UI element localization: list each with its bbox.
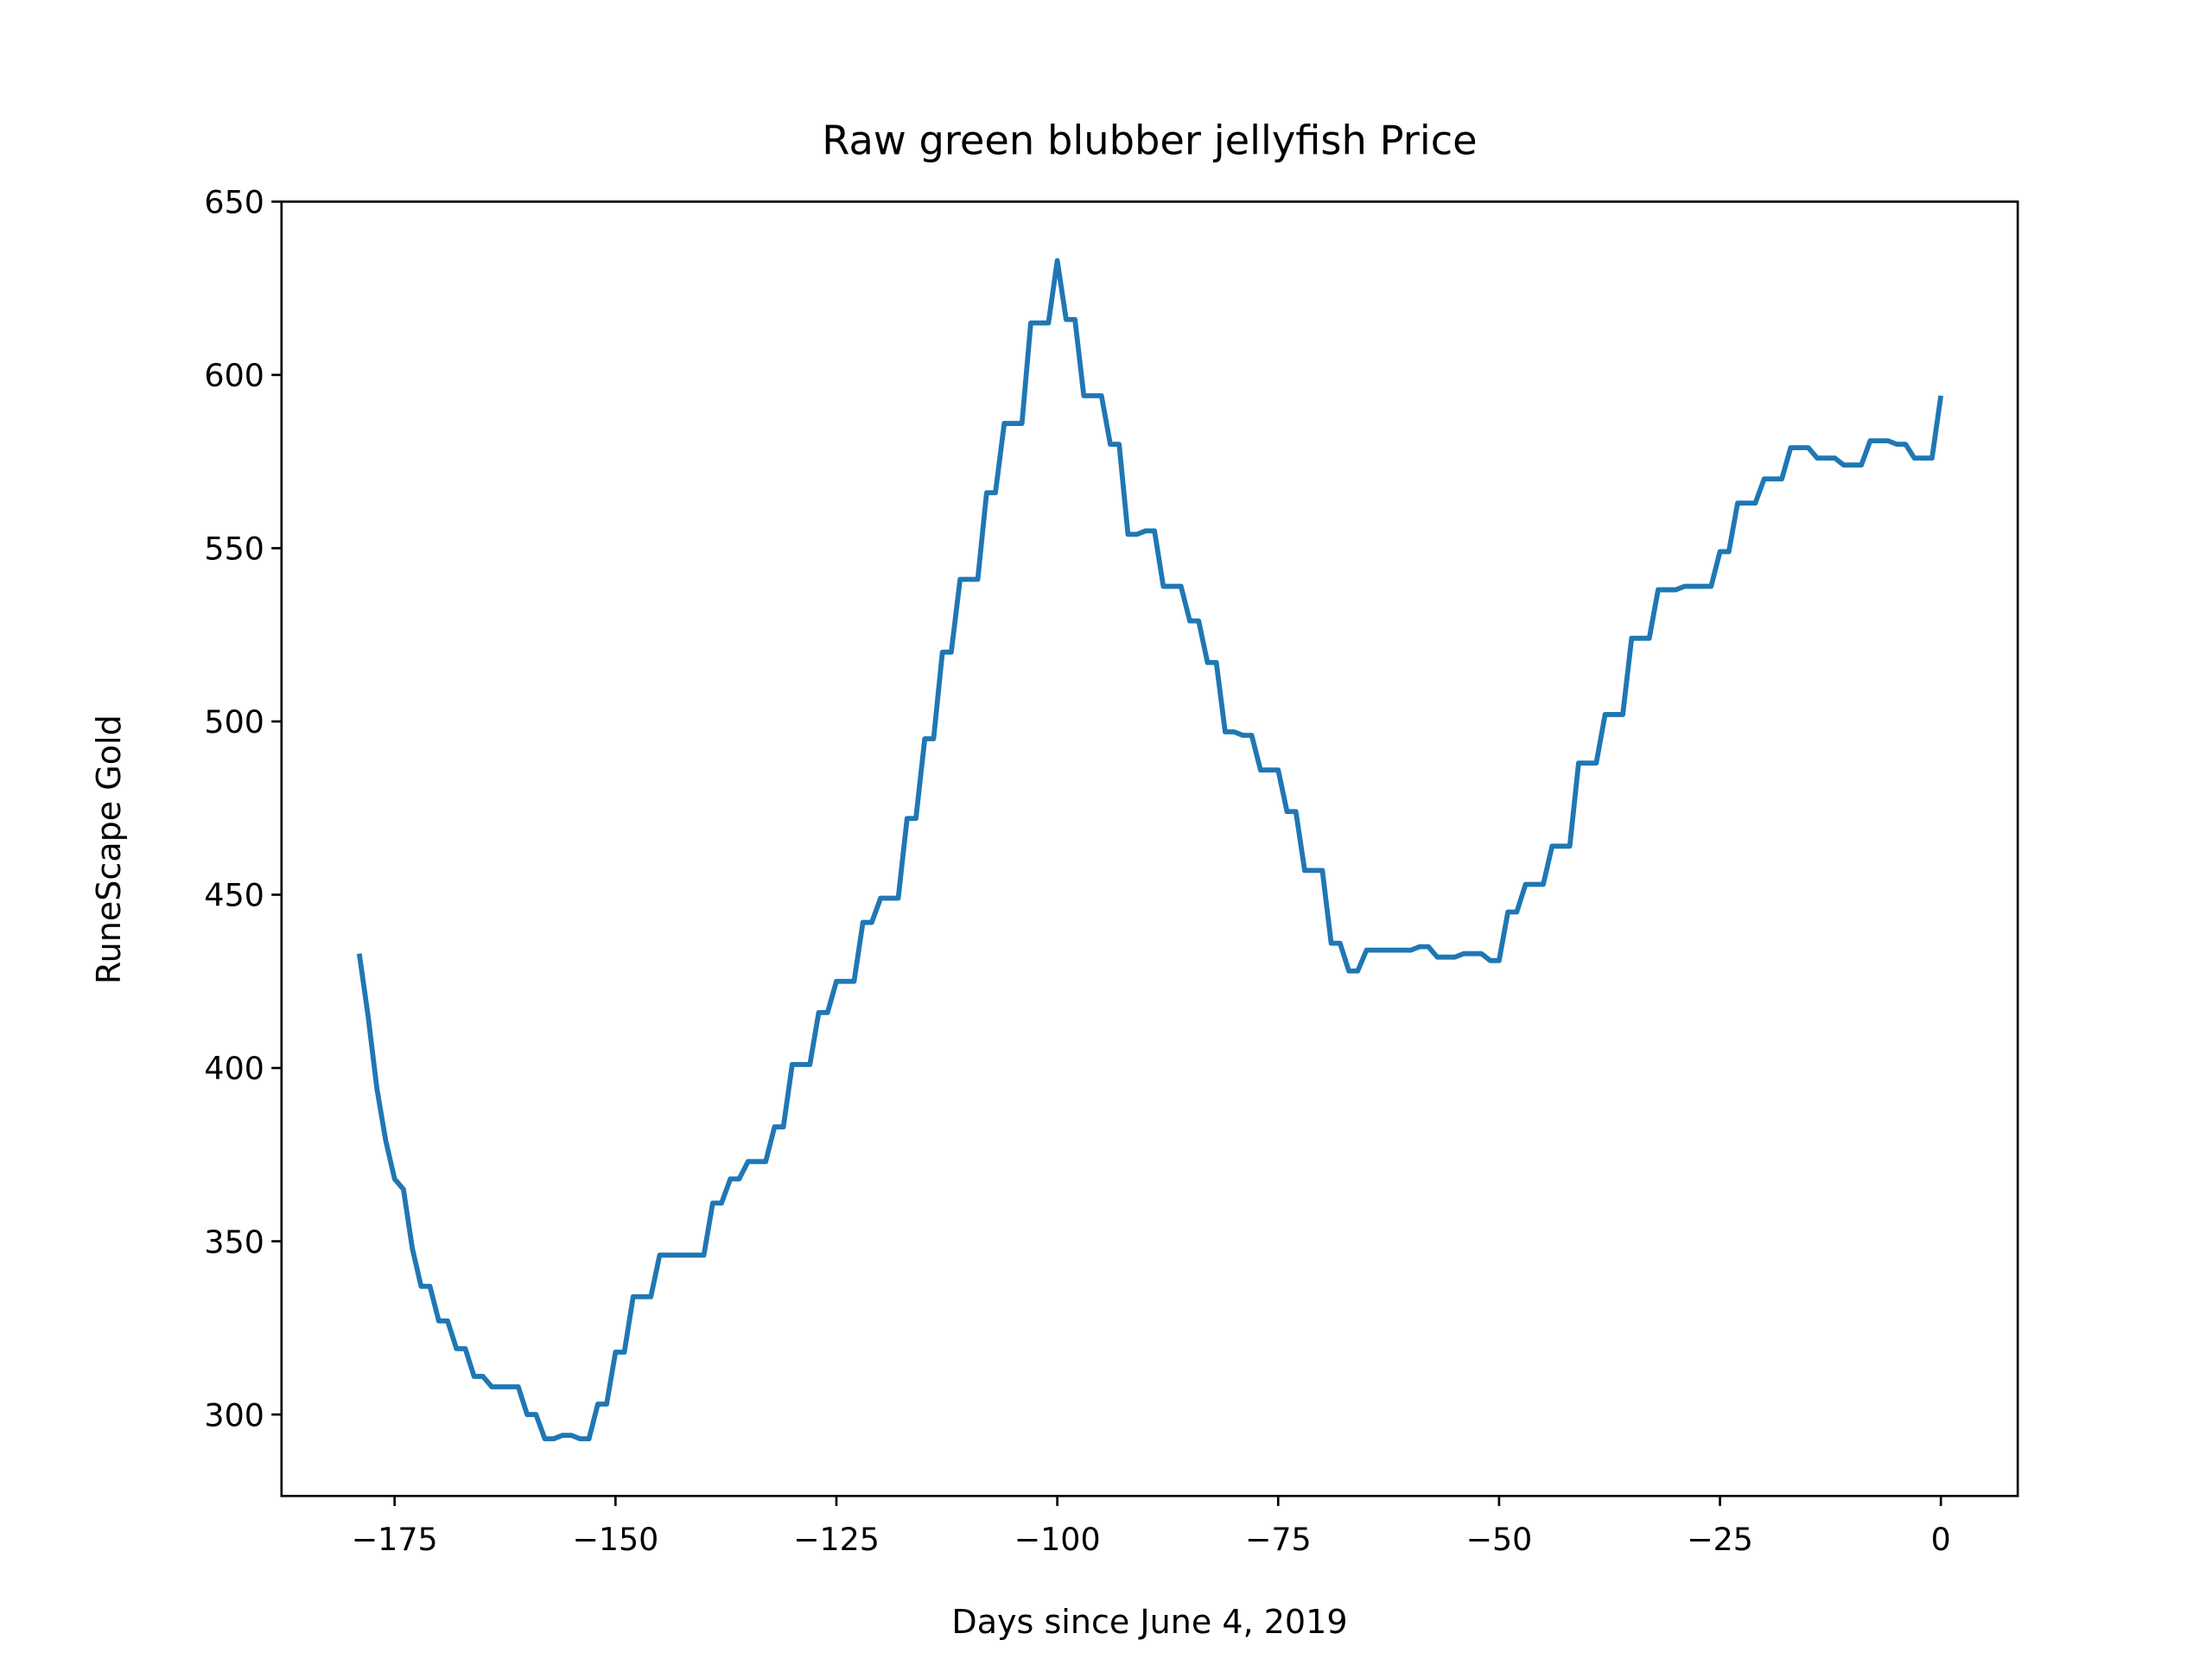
x-tick-label: −25 [1687, 1521, 1753, 1558]
y-tick-label: 300 [204, 1396, 264, 1433]
x-tick-label: 0 [1931, 1521, 1951, 1558]
x-tick-label: −75 [1245, 1521, 1312, 1558]
x-tick-label: −100 [1014, 1521, 1101, 1558]
y-tick-label: 600 [204, 357, 264, 394]
x-axis-label: Days since June 4, 2019 [951, 1603, 1347, 1641]
x-tick-label: −50 [1465, 1521, 1532, 1558]
x-tick-label: −175 [352, 1521, 438, 1558]
plot-frame [280, 200, 2019, 1497]
y-axis-label: RuneScape Gold [90, 715, 128, 984]
y-tick-label: 550 [204, 531, 264, 568]
x-tick-label: −125 [793, 1521, 880, 1558]
chart-title: Raw green blubber jellyfish Price [822, 118, 1477, 164]
x-tick-label: −150 [572, 1521, 658, 1558]
y-tick-label: 500 [204, 703, 264, 741]
y-tick-label: 450 [204, 877, 264, 914]
y-tick-label: 400 [204, 1050, 264, 1087]
y-tick-label: 650 [204, 184, 264, 221]
price-line [356, 257, 1944, 1442]
y-tick-label: 350 [204, 1224, 264, 1261]
